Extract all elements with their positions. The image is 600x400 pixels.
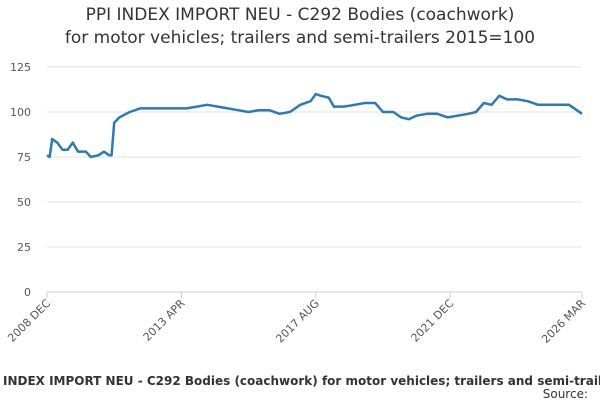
y-tick-label: 0 [24,286,31,299]
y-tick-label: 75 [17,151,31,164]
x-tick-label: 2021 DEC [409,297,457,345]
data-line [46,92,583,159]
footer-title: PPI INDEX IMPORT NEU - C292 Bodies (coac… [0,374,600,388]
x-tick-label: 2026 MAR [539,297,588,346]
x-tick-label: 2017 AUG [273,297,322,346]
x-tick-label: 2013 APR [141,297,188,344]
y-tick-label: 50 [17,196,31,209]
x-tick-label: 2008 DEC [5,297,53,345]
chart-title: PPI INDEX IMPORT NEU - C292 Bodies (coac… [65,5,535,48]
y-tick-label: 100 [10,106,31,119]
y-tick-label: 125 [10,61,31,74]
source: Source: [543,387,588,400]
y-tick-label: 25 [17,241,31,254]
